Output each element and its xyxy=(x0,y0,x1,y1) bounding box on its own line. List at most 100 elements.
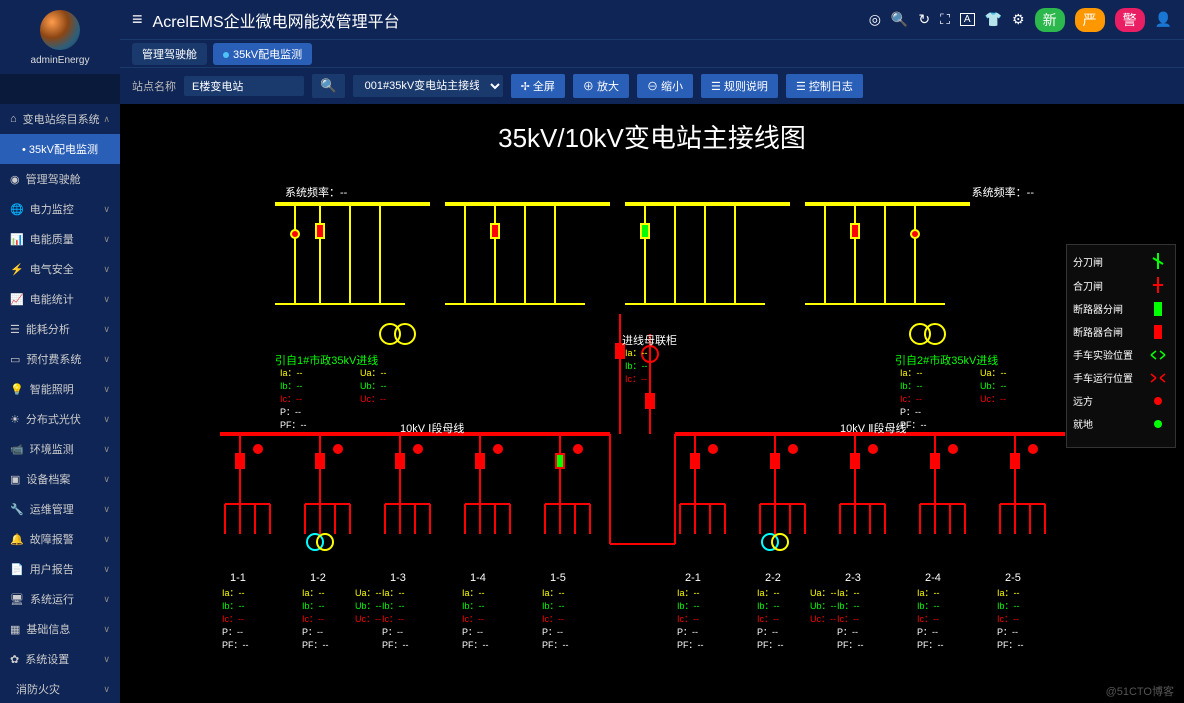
feeder-label-2-3: 2-3 xyxy=(845,572,861,584)
sidebar-item-prepay[interactable]: ▭预付费系统∨ xyxy=(0,344,120,374)
lang-icon[interactable]: A xyxy=(960,13,975,26)
feeder-label-2-4: 2-4 xyxy=(925,572,941,584)
meas-in1-u: Ua：--Ub：--Uc：-- xyxy=(360,367,387,406)
sidebar-item-fire[interactable]: 消防火灾∨ xyxy=(0,674,120,703)
chart-icon: 📊 xyxy=(10,233,24,246)
feeder-label-2-2: 2-2 xyxy=(765,572,781,584)
settings-icon[interactable]: ⚙ xyxy=(1012,11,1025,28)
bell-icon: 🔔 xyxy=(10,533,24,546)
sidebar-item-base[interactable]: ▦基础信息∨ xyxy=(0,614,120,644)
monitor-icon: 🖥 xyxy=(10,593,24,606)
sidebar-item-power[interactable]: 🌐电力监控∨ xyxy=(0,194,120,224)
feeder-label-1-4: 1-4 xyxy=(470,572,486,584)
sidebar-item-run[interactable]: 🖥系统运行∨ xyxy=(0,584,120,614)
site-input[interactable] xyxy=(184,76,304,96)
feeder-meas-1-2: Ia：--Ib：--Ic：--P：--PF：-- xyxy=(302,587,329,652)
search-icon[interactable]: 🔍 xyxy=(891,11,908,28)
expand-icon[interactable]: ⛶ xyxy=(940,11,950,28)
diagram-canvas[interactable]: 35kV/10kV变电站主接线图 系统频率：-- 系统频率：-- xyxy=(120,104,1184,703)
sidebar-item-alarm[interactable]: 🔔故障报警∨ xyxy=(0,524,120,554)
meas-in1-i: Ia：--Ib：--Ic：-- P：--PF：-- xyxy=(280,367,307,432)
feeder-label-2-1: 2-1 xyxy=(685,572,701,584)
info-icon: ▦ xyxy=(10,623,20,636)
user-icon[interactable]: 👤 xyxy=(1155,11,1172,28)
sidebar-item-sysset[interactable]: ✿系统设置∨ xyxy=(0,644,120,674)
sidebar-item-energy[interactable]: ☰能耗分析∨ xyxy=(0,314,120,344)
sidebar-item-dashboard[interactable]: ◉管理驾驶舱 xyxy=(0,164,120,194)
sidebar: ⌂变电站综目系统∧ • 35kV配电监测 ◉管理驾驶舱 🌐电力监控∨ 📊电能质量… xyxy=(0,104,120,703)
feeder-label-1-5: 1-5 xyxy=(550,572,566,584)
incoming2-label: 引自2#市政35kV进线 xyxy=(895,352,998,368)
sidebar-item-env[interactable]: 📹环境监测∨ xyxy=(0,434,120,464)
badge-warn[interactable]: 严 xyxy=(1075,8,1105,32)
sidebar-group[interactable]: ⌂变电站综目系统∧ xyxy=(0,104,120,134)
incoming1-label: 引自1#市政35kV进线 xyxy=(275,352,378,368)
target-icon[interactable]: ◎ xyxy=(869,11,881,28)
badge-alarm[interactable]: 警 xyxy=(1115,8,1145,32)
legend-panel: 分刀闸 合刀闸 断路器分闸 断路器合闸 手车实验位置 手车运行位置 远方 就地 xyxy=(1066,244,1176,448)
globe-icon: 🌐 xyxy=(10,203,24,216)
ctrllog-button[interactable]: ☰ 控制日志 xyxy=(786,74,863,98)
feeder-meas-2-1: Ia：--Ib：--Ic：--P：--PF：-- xyxy=(677,587,704,652)
sidebar-item-device[interactable]: ▣设备档案∨ xyxy=(0,464,120,494)
card-icon: ▭ xyxy=(10,353,20,366)
home-icon: ⌂ xyxy=(10,113,17,125)
doc-icon: 📄 xyxy=(10,563,24,576)
rules-button[interactable]: ☰ 规则说明 xyxy=(701,74,778,98)
user-block: adminEnergy xyxy=(0,0,120,74)
sidebar-item-quality[interactable]: 📊电能质量∨ xyxy=(0,224,120,254)
hamburger-icon[interactable]: ≡ xyxy=(132,9,143,30)
topbar-actions: ◎ 🔍 ↻ ⛶ A 👕 ⚙ 新 严 警 👤 xyxy=(869,8,1172,32)
feeder-label-1-1: 1-1 xyxy=(230,572,246,584)
search-button[interactable]: 🔍 xyxy=(312,74,345,98)
meas-tie: Ia：--Ib：--Ic：-- xyxy=(625,347,648,386)
zoomout-button[interactable]: ⊖ 缩小 xyxy=(637,74,693,98)
tabs-row: 管理驾驶舱 35kV配电监测 xyxy=(120,40,1184,68)
badge-new[interactable]: 新 xyxy=(1035,8,1065,32)
feeder-meas-2-2: Ia：--Ib：--Ic：--P：--PF：-- xyxy=(757,587,784,652)
feeder-meas-1-3: Ia：--Ib：--Ic：--P：--PF：-- xyxy=(382,587,409,652)
sidebar-item-lighting[interactable]: 💡智能照明∨ xyxy=(0,374,120,404)
bus2-label: 10kV Ⅱ段母线 xyxy=(840,420,907,436)
sidebar-item-safety[interactable]: ⚡电气安全∨ xyxy=(0,254,120,284)
sidebar-item-pv[interactable]: ☀分布式光伏∨ xyxy=(0,404,120,434)
username: adminEnergy xyxy=(0,55,120,66)
wrench-icon: 🔧 xyxy=(10,503,24,516)
feeder-meas-2-5: Ia：--Ib：--Ic：--P：--PF：-- xyxy=(997,587,1024,652)
feeder-meas-1-1: Ia：--Ib：--Ic：--P：--PF：-- xyxy=(222,587,249,652)
folder-icon: ▣ xyxy=(10,473,20,486)
avatar[interactable] xyxy=(40,10,80,50)
zoomin-button[interactable]: ⊕ 放大 xyxy=(573,74,629,98)
feeder-label-2-5: 2-5 xyxy=(1005,572,1021,584)
sidebar-item-35kv[interactable]: • 35kV配电监测 xyxy=(0,134,120,164)
feeder-meas-2-4: Ia：--Ib：--Ic：--P：--PF：-- xyxy=(917,587,944,652)
sidebar-item-report[interactable]: 📄用户报告∨ xyxy=(0,554,120,584)
tie-label: 进线母联柜 xyxy=(622,332,677,348)
feeder-label-1-2: 1-2 xyxy=(310,572,326,584)
gauge-icon: ◉ xyxy=(10,173,20,186)
list-icon: ☰ xyxy=(10,323,20,336)
toolbar: 站点名称 🔍 001#35kV变电站主接线 ✢ 全屏 ⊕ 放大 ⊖ 缩小 ☰ 规… xyxy=(120,68,1184,104)
meas-in2-u: Ua：--Ub：--Uc：-- xyxy=(980,367,1007,406)
refresh-icon[interactable]: ↻ xyxy=(918,11,930,28)
sidebar-item-ops[interactable]: 🔧运维管理∨ xyxy=(0,494,120,524)
site-label: 站点名称 xyxy=(132,78,176,94)
topbar: ≡ AcrelEMS企业微电网能效管理平台 ◎ 🔍 ↻ ⛶ A 👕 ⚙ 新 严 … xyxy=(120,0,1184,40)
tab-dashboard[interactable]: 管理驾驶舱 xyxy=(132,43,207,65)
camera-icon: 📹 xyxy=(10,443,24,456)
fullscreen-button[interactable]: ✢ 全屏 xyxy=(511,74,565,98)
feeder-meas-1-4: Ia：--Ib：--Ic：--P：--PF：-- xyxy=(462,587,489,652)
sidebar-item-stats[interactable]: 📈电能统计∨ xyxy=(0,284,120,314)
feeder-meas-1-5: Ia：--Ib：--Ic：--P：--PF：-- xyxy=(542,587,569,652)
sun-icon: ☀ xyxy=(10,413,20,426)
theme-icon[interactable]: 👕 xyxy=(985,11,1002,28)
bolt-icon: ⚡ xyxy=(10,263,24,276)
tab-35kv[interactable]: 35kV配电监测 xyxy=(213,43,312,65)
bars-icon: 📈 xyxy=(10,293,24,306)
bus1-label: 10kV Ⅰ段母线 xyxy=(400,420,464,436)
bulb-icon: 💡 xyxy=(10,383,24,396)
gear-icon: ✿ xyxy=(10,653,19,666)
feeder-meas-2-3: Ia：--Ib：--Ic：--P：--PF：-- xyxy=(837,587,864,652)
watermark: @51CTO博客 xyxy=(1106,683,1174,699)
circuit-select[interactable]: 001#35kV变电站主接线 xyxy=(353,75,503,97)
